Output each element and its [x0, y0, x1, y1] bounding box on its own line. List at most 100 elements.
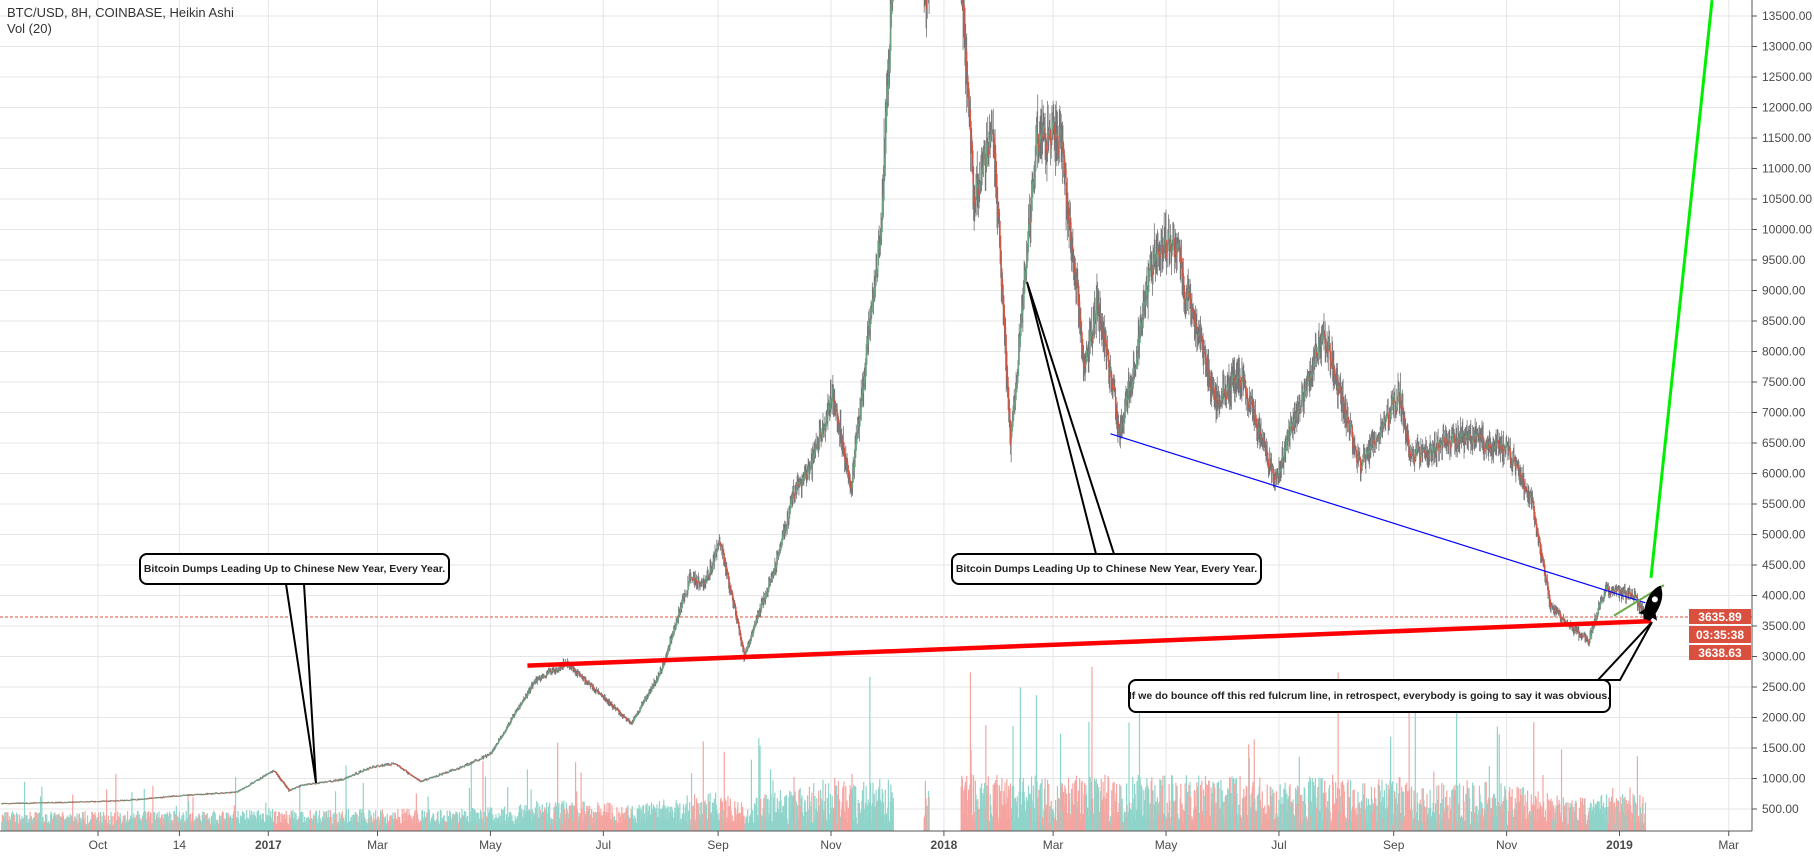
- volume-bar: [1222, 801, 1224, 831]
- volume-bar: [302, 822, 305, 831]
- candle: [654, 683, 656, 685]
- volume-bar: [789, 810, 791, 831]
- candle: [613, 706, 615, 708]
- volume-bar: [855, 816, 857, 831]
- volume-bar: [1196, 786, 1199, 831]
- volume-bar: [1392, 824, 1394, 831]
- volume-bar: [1009, 783, 1012, 831]
- volume-bar: [426, 812, 428, 831]
- volume-bar: [831, 807, 833, 831]
- candle: [294, 787, 297, 789]
- candle: [382, 765, 384, 767]
- volume-bar: [1024, 810, 1026, 831]
- volume-bar: [597, 817, 599, 831]
- volume-bar: [527, 810, 529, 831]
- volume-bar: [1402, 791, 1405, 831]
- volume-bar: [324, 812, 326, 831]
- volume-bar: [1425, 815, 1428, 831]
- volume-bar: [1263, 813, 1265, 831]
- volume-bar: [1276, 813, 1278, 831]
- candle: [697, 581, 699, 584]
- volume-bar: [119, 813, 121, 831]
- volume-bar: [200, 822, 202, 831]
- volume-bar: [1442, 798, 1444, 831]
- candle: [407, 772, 409, 774]
- volume-bar: [716, 820, 719, 831]
- candle: [726, 568, 728, 575]
- candle: [552, 670, 554, 672]
- volume-bar: [192, 797, 194, 831]
- volume-bar: [1511, 788, 1513, 831]
- candle: [3, 803, 5, 804]
- volume-bar: [91, 812, 94, 831]
- volume-bar: [634, 815, 636, 831]
- candle: [88, 801, 90, 803]
- volume-bar: [430, 818, 432, 831]
- candle: [238, 790, 240, 792]
- volume-bar: [1439, 814, 1441, 831]
- volume-bar: [1471, 821, 1473, 831]
- candle: [631, 722, 633, 724]
- candle: [733, 601, 735, 604]
- candle: [367, 769, 369, 770]
- volume-bar: [1581, 798, 1584, 831]
- candle: [681, 606, 683, 610]
- volume-bar: [1641, 803, 1643, 831]
- candle: [199, 794, 202, 796]
- volume-bar: [1486, 803, 1488, 831]
- volume-bar: [449, 810, 451, 831]
- volume-bar: [1216, 811, 1218, 831]
- candle: [572, 667, 574, 669]
- candle: [660, 669, 662, 674]
- candle: [415, 777, 417, 779]
- volume-bar: [719, 799, 722, 831]
- volume-bar: [661, 809, 663, 831]
- volume-bar: [265, 802, 267, 831]
- volume-bar: [1336, 787, 1339, 831]
- volume-bar: [1457, 804, 1460, 831]
- volume-bar: [1006, 819, 1009, 831]
- volume-bar: [1159, 790, 1162, 831]
- volume-bar: [405, 811, 408, 831]
- volume-bar: [678, 822, 680, 831]
- volume-bar: [1502, 814, 1505, 831]
- volume-bar: [1539, 801, 1541, 831]
- volume-bar: [279, 814, 281, 831]
- volume-bar: [1383, 790, 1386, 831]
- volume-bar: [993, 783, 996, 831]
- volume-bar: [115, 824, 118, 831]
- candle: [370, 767, 372, 769]
- volume-bar: [1369, 804, 1371, 831]
- candle: [729, 582, 731, 590]
- volume-bar: [1516, 786, 1518, 831]
- volume-bar: [1199, 784, 1202, 831]
- candle: [378, 765, 380, 767]
- volume-bar: [248, 819, 250, 831]
- volume-bar: [211, 821, 213, 831]
- volume-bar: [1125, 812, 1127, 831]
- volume-bar: [699, 818, 701, 831]
- candle: [482, 757, 484, 759]
- volume-bar: [493, 820, 495, 831]
- volume-bar: [293, 818, 295, 831]
- volume-bar: [655, 810, 657, 831]
- candle: [308, 783, 310, 785]
- volume-bar: [1633, 795, 1635, 831]
- candle: [10, 803, 12, 805]
- candle: [676, 619, 678, 626]
- volume-bar: [804, 799, 806, 831]
- candle: [333, 780, 335, 782]
- candles: [1, 0, 1647, 805]
- candle: [451, 769, 453, 771]
- volume-bar: [1401, 791, 1403, 831]
- volume-bar: [1617, 800, 1619, 831]
- volume-bar: [631, 806, 633, 831]
- volume-bar: [1527, 813, 1529, 831]
- volume-bar: [848, 794, 851, 831]
- volume-bar: [227, 813, 229, 831]
- candle: [215, 793, 217, 794]
- candle: [372, 766, 374, 768]
- candle: [646, 698, 648, 700]
- candle: [214, 793, 216, 795]
